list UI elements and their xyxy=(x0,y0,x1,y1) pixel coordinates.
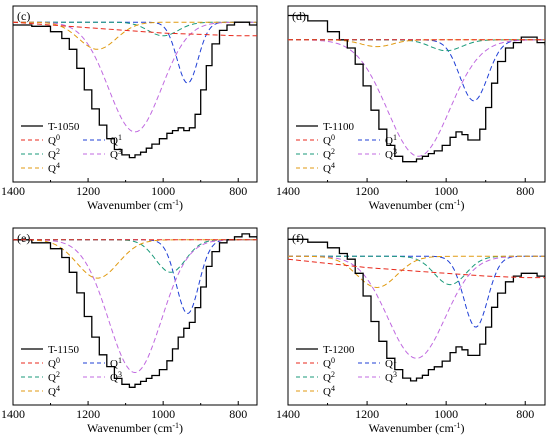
plot-frame xyxy=(287,5,546,183)
x-tick-label: 1400 xyxy=(1,407,25,421)
legend-label-q1: Q1 xyxy=(385,356,397,370)
legend-label-q1: Q1 xyxy=(385,133,397,147)
legend-label-total: T-1050 xyxy=(48,121,80,133)
x-tick-label: 1200 xyxy=(355,184,379,198)
series-total-line xyxy=(13,233,257,388)
x-tick-label: 1400 xyxy=(1,184,25,198)
panel-label: (c) xyxy=(17,9,30,23)
series-q4-line xyxy=(288,255,545,289)
legend-label-q2: Q2 xyxy=(323,370,335,384)
x-tick-label: 1200 xyxy=(355,407,379,421)
panel-0: 1400 1200 1000 800 Wavenumber (cm-1) (c) T-105… xyxy=(1,5,258,212)
x-tick-label: 1200 xyxy=(76,407,100,421)
series-q4-line xyxy=(288,39,545,48)
plot-area xyxy=(13,233,257,388)
legend-label-q0: Q0 xyxy=(323,133,335,147)
plot-frame xyxy=(287,227,546,406)
x-tick-label: 800 xyxy=(516,407,534,421)
plot-frame xyxy=(12,227,258,406)
series-total-line xyxy=(13,21,257,159)
legend-label-q3: Q3 xyxy=(110,370,122,384)
panel-3: 1400 1200 1000 800 Wavenumber (cm-1) (f) T-120… xyxy=(276,227,546,435)
x-tick-label: 1000 xyxy=(434,184,458,198)
plot-area xyxy=(288,14,545,163)
x-tick-label: 1400 xyxy=(276,184,300,198)
legend-label-q0: Q0 xyxy=(323,356,335,370)
series-q0-line xyxy=(13,21,257,37)
x-tick-label: 1200 xyxy=(76,184,100,198)
legend-label-total: T-1200 xyxy=(323,344,355,356)
x-tick-label: 800 xyxy=(516,184,534,198)
series-q3-line xyxy=(13,21,257,133)
x-axis-title: Wavenumber (cm-1) xyxy=(87,198,183,212)
legend-label-q2: Q2 xyxy=(323,147,335,161)
x-axis-title: Wavenumber (cm-1) xyxy=(368,421,464,435)
x-axis-title: Wavenumber (cm-1) xyxy=(368,198,464,212)
series-q4-line xyxy=(13,21,257,50)
legend-label-q4: Q4 xyxy=(323,384,335,398)
series-q3-line xyxy=(288,39,545,157)
series-q2-line xyxy=(13,21,257,37)
legend-label-q0: Q0 xyxy=(48,356,60,370)
x-tick-label: 1000 xyxy=(151,407,175,421)
plot-frame xyxy=(12,5,258,183)
series-q4-line xyxy=(13,239,257,279)
x-axis-title: Wavenumber (cm-1) xyxy=(87,421,183,435)
legend-label-q1: Q1 xyxy=(110,356,122,370)
x-tick-label: 800 xyxy=(229,407,247,421)
plot-area xyxy=(13,21,257,159)
legend-label-q4: Q4 xyxy=(323,161,335,175)
legend-label-q3: Q3 xyxy=(385,147,397,161)
plot-area xyxy=(288,238,545,382)
series-q3-line xyxy=(13,239,257,374)
legend-label-q3: Q3 xyxy=(385,370,397,384)
legend-label-total: T-1150 xyxy=(48,344,79,356)
series-total-line xyxy=(288,238,545,382)
legend-label-q4: Q4 xyxy=(48,161,60,175)
legend-label-total: T-1100 xyxy=(323,121,354,133)
series-total-line xyxy=(288,14,545,163)
legend-label-q0: Q0 xyxy=(48,133,60,147)
series-q0-line xyxy=(288,258,545,279)
x-tick-label: 1400 xyxy=(276,407,300,421)
x-tick-label: 1000 xyxy=(434,407,458,421)
legend-label-q2: Q2 xyxy=(48,147,60,161)
x-tick-label: 1000 xyxy=(151,184,175,198)
legend-label-q1: Q1 xyxy=(110,133,122,147)
panel-2: 1400 1200 1000 800 Wavenumber (cm-1) (e) T-115… xyxy=(1,227,258,435)
legend-label-q2: Q2 xyxy=(48,370,60,384)
series-q3-line xyxy=(288,255,545,359)
legend-label-q4: Q4 xyxy=(48,384,60,398)
x-tick-label: 800 xyxy=(229,184,247,198)
legend-label-q3: Q3 xyxy=(110,147,122,161)
panel-label: (f) xyxy=(292,231,304,245)
panel-label: (e) xyxy=(17,231,30,245)
